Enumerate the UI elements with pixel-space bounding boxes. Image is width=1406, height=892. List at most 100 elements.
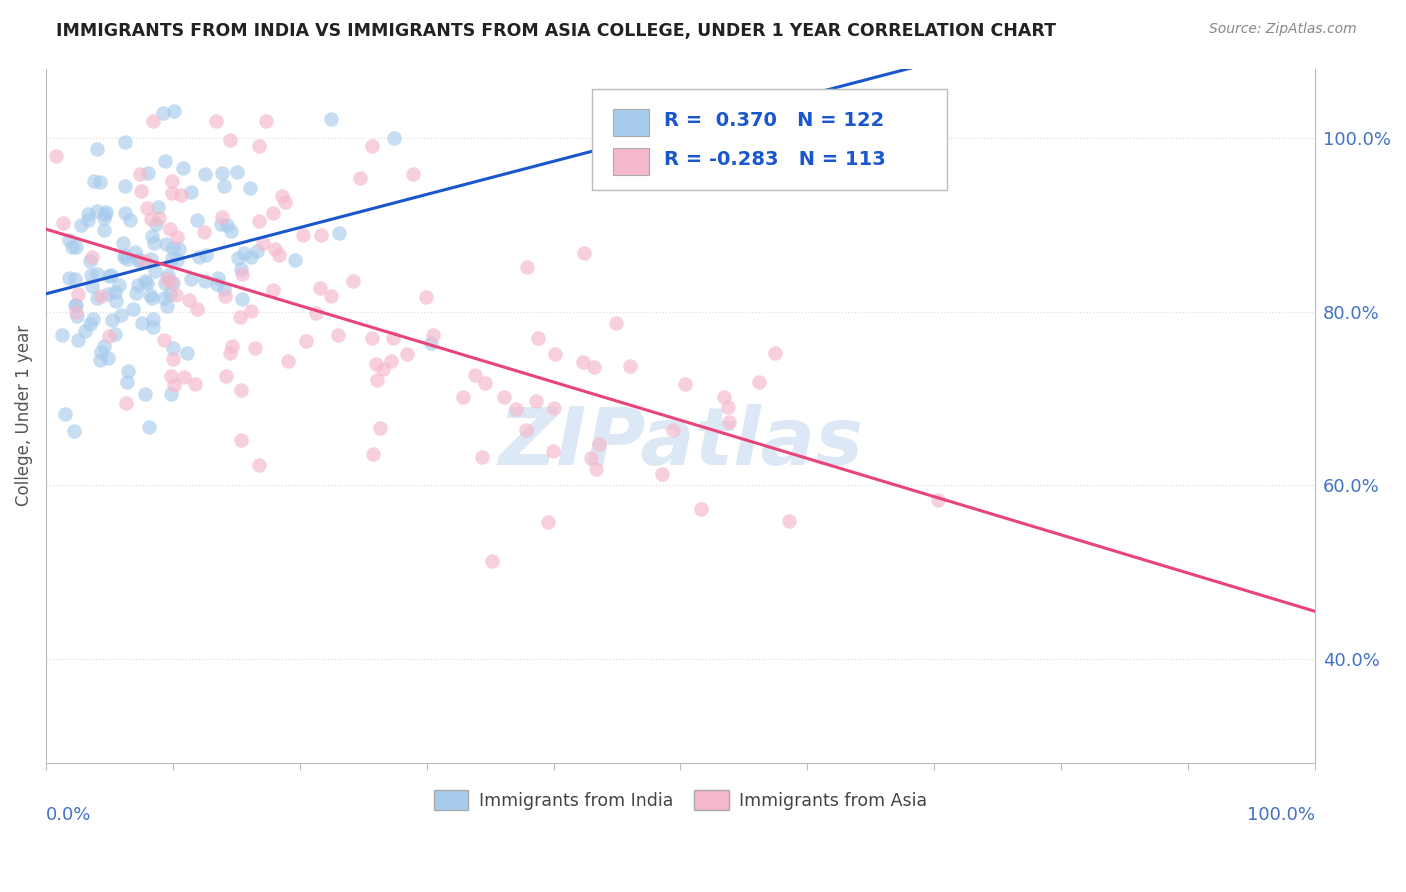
Point: [169, 242, 191, 256]
Point: [97, 351, 120, 366]
Point: [134, 386, 156, 401]
Point: [141, 228, 163, 243]
Point: [75, 324, 97, 338]
Point: [80, 268, 103, 283]
Point: [481, 554, 503, 568]
Point: [114, 178, 136, 193]
Point: [194, 167, 217, 181]
Point: [162, 341, 184, 355]
Point: [582, 359, 605, 374]
Point: [214, 289, 236, 303]
Text: 0.0%: 0.0%: [46, 806, 91, 824]
Point: [239, 303, 262, 318]
Point: [156, 272, 179, 286]
Point: [139, 212, 162, 227]
Point: [97, 287, 120, 301]
Point: [505, 402, 527, 417]
Point: [89, 175, 111, 189]
Point: [588, 437, 610, 451]
Point: [155, 236, 177, 251]
Y-axis label: College, Under 1 year: College, Under 1 year: [15, 326, 32, 507]
Point: [94, 207, 117, 221]
Point: [66, 287, 89, 301]
Point: [125, 285, 148, 300]
Point: [129, 253, 152, 268]
Point: [605, 317, 627, 331]
Point: [204, 113, 226, 128]
Point: [90, 289, 112, 303]
Point: [148, 200, 170, 214]
Point: [160, 252, 183, 266]
Point: [748, 375, 770, 389]
Point: [159, 221, 181, 235]
Point: [122, 301, 145, 316]
Point: [543, 401, 565, 415]
Point: [77, 213, 100, 227]
Point: [515, 423, 537, 437]
Point: [139, 252, 162, 266]
Text: Source: ZipAtlas.com: Source: ZipAtlas.com: [1209, 22, 1357, 37]
FancyBboxPatch shape: [613, 110, 648, 136]
Point: [163, 378, 186, 392]
Point: [152, 106, 174, 120]
Point: [142, 113, 165, 128]
Point: [139, 288, 162, 302]
Point: [52, 216, 75, 230]
Point: [662, 423, 685, 437]
Point: [215, 219, 238, 233]
Point: [180, 185, 202, 199]
Point: [131, 316, 153, 330]
Point: [101, 313, 124, 327]
Point: [100, 268, 122, 282]
Point: [163, 103, 186, 118]
Point: [572, 355, 595, 369]
Point: [284, 252, 307, 267]
Point: [544, 346, 567, 360]
Point: [90, 345, 112, 359]
Point: [420, 335, 443, 350]
Point: [229, 384, 252, 398]
Point: [311, 228, 333, 243]
Point: [321, 112, 343, 126]
Point: [86, 142, 108, 156]
Point: [53, 407, 76, 421]
Point: [194, 248, 217, 262]
Point: [86, 267, 108, 281]
Point: [65, 305, 87, 319]
Point: [141, 291, 163, 305]
Point: [172, 161, 194, 175]
Point: [110, 308, 132, 322]
Point: [718, 415, 741, 429]
Point: [65, 298, 87, 312]
Point: [526, 331, 548, 345]
Point: [160, 174, 183, 188]
Point: [364, 357, 387, 371]
Point: [239, 250, 262, 264]
Point: [98, 268, 121, 283]
Point: [212, 282, 235, 296]
Point: [89, 352, 111, 367]
Point: [205, 277, 228, 292]
Point: [541, 444, 564, 458]
Point: [157, 268, 180, 283]
Point: [129, 185, 152, 199]
Point: [381, 331, 404, 345]
Point: [247, 213, 270, 227]
Point: [537, 515, 560, 529]
Point: [254, 113, 277, 128]
Point: [211, 210, 233, 224]
Point: [124, 244, 146, 259]
Point: [239, 181, 262, 195]
Point: [524, 393, 547, 408]
Point: [128, 168, 150, 182]
Point: [778, 514, 800, 528]
Point: [264, 242, 287, 256]
Point: [233, 245, 256, 260]
Point: [104, 326, 127, 341]
Point: [231, 268, 253, 282]
Point: [112, 236, 135, 251]
Point: [115, 252, 138, 266]
Point: [226, 252, 249, 266]
Point: [229, 261, 252, 276]
Point: [145, 217, 167, 231]
